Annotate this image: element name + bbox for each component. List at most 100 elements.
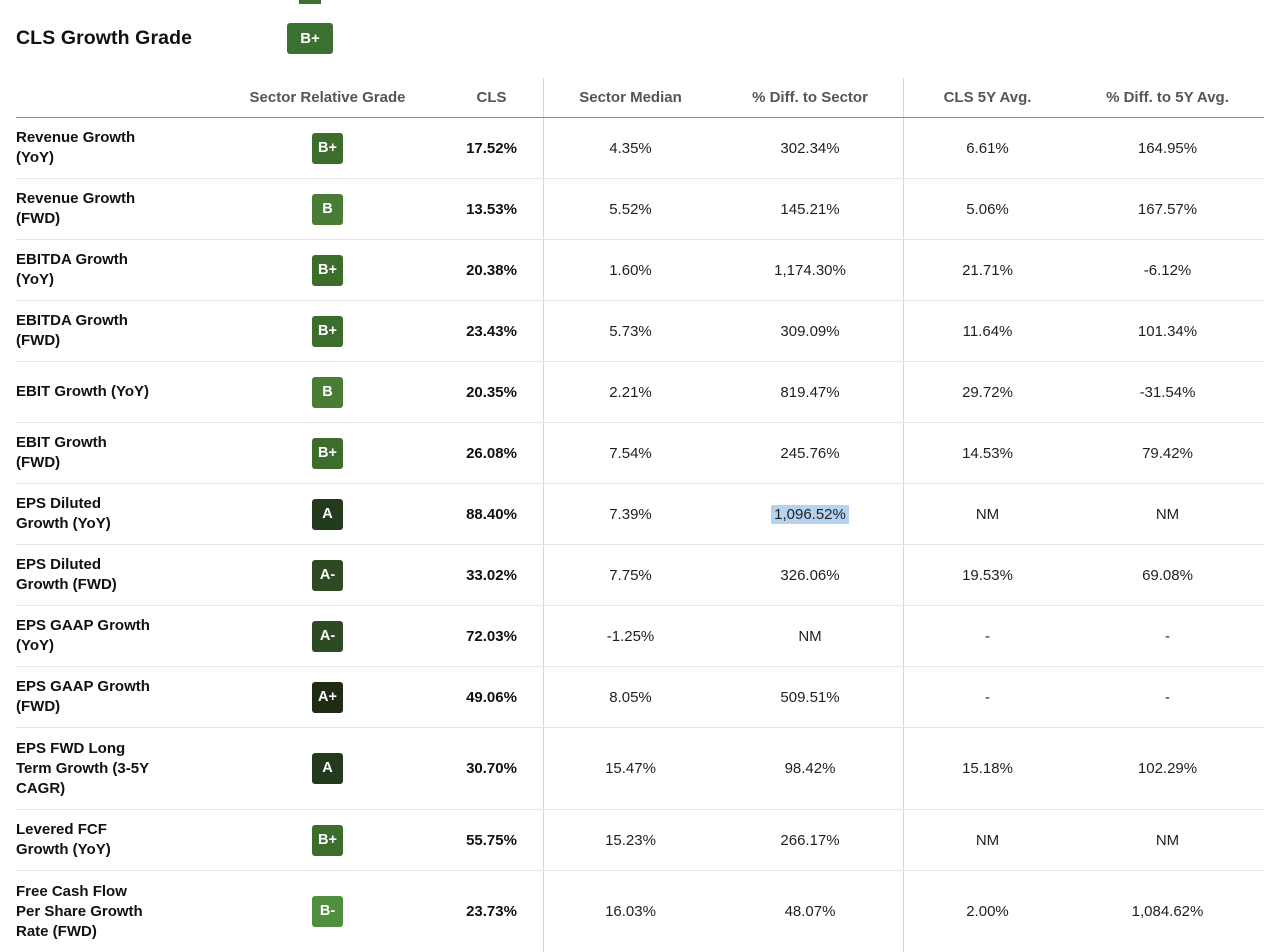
header-diff-to-5y-avg: % Diff. to 5Y Avg. xyxy=(1106,89,1229,106)
cls-value: 72.03% xyxy=(466,627,517,645)
overall-grade-badge: B+ xyxy=(287,22,334,54)
sector-median-value: 8.05% xyxy=(543,667,717,727)
grade-badge: B+ xyxy=(312,315,343,347)
header-sector-relative-grade: Sector Relative Grade xyxy=(249,89,406,106)
cls-5y-avg-value: 11.64% xyxy=(903,301,1071,361)
metric-label: EPS Diluted Growth (YoY) xyxy=(16,495,111,532)
grade-cell: A- xyxy=(215,545,440,605)
selected-text[interactable]: 1,096.52% xyxy=(771,504,849,524)
metric-label: EBIT Growth (YoY) xyxy=(16,383,150,400)
diff-to-5y-avg-value: - xyxy=(1165,688,1170,706)
grade-cell: A+ xyxy=(215,667,440,727)
grade-badge: B+ xyxy=(287,22,334,54)
diff-to-sector-value: 145.21% xyxy=(780,200,840,218)
grade-badge: A+ xyxy=(312,681,343,713)
table-row: Free Cash Flow Per Share Growth Rate (FW… xyxy=(16,871,1264,952)
cls-value: 49.06% xyxy=(466,688,517,706)
sector-median-value: 5.73% xyxy=(543,301,717,361)
metric-label: EPS GAAP Growth (YoY) xyxy=(16,617,150,654)
grade-cell: A- xyxy=(215,606,440,666)
diff-to-sector-value: 819.47% xyxy=(780,383,840,401)
diff-to-5y-avg-value: -31.54% xyxy=(1139,383,1196,401)
diff-to-sector-value: 326.06% xyxy=(780,566,840,584)
header-sector-median: Sector Median xyxy=(543,78,717,117)
cls-value: 20.35% xyxy=(466,383,517,401)
diff-to-sector-value: 1,174.30% xyxy=(774,261,846,279)
sector-median-value: 2.21% xyxy=(543,362,717,422)
sector-median-value: 7.39% xyxy=(543,484,717,544)
grade-cell: A xyxy=(215,484,440,544)
diff-to-5y-avg-value: 102.29% xyxy=(1137,760,1198,777)
page-title: CLS Growth Grade xyxy=(16,26,193,49)
cls-value: 33.02% xyxy=(466,566,517,584)
grade-badge: B xyxy=(312,376,343,408)
diff-to-5y-avg-value: NM xyxy=(1155,505,1180,523)
cls-value: 23.43% xyxy=(466,322,517,340)
cls-value: 88.40% xyxy=(466,505,517,523)
table-row: EBITDA Growth (YoY) B+ 20.38% 1.60% 1,17… xyxy=(16,240,1264,301)
metric-label: Free Cash Flow Per Share Growth Rate (FW… xyxy=(16,882,143,940)
sector-median-value: 4.35% xyxy=(543,118,717,178)
metric-label: EPS Diluted Growth (FWD) xyxy=(16,556,117,593)
cls-5y-avg-value: 15.18% xyxy=(903,728,1071,809)
diff-to-sector-value: 266.17% xyxy=(780,831,840,849)
grade-badge: B+ xyxy=(312,824,343,856)
sector-median-value: 5.52% xyxy=(543,179,717,239)
grade-badge: B+ xyxy=(312,132,343,164)
sector-median-value: 7.54% xyxy=(543,423,717,483)
diff-to-5y-avg-value: 167.57% xyxy=(1137,200,1198,218)
diff-to-sector-value: 245.76% xyxy=(780,444,840,462)
metric-label: EBITDA Growth (FWD) xyxy=(16,312,128,349)
cls-5y-avg-value: 2.00% xyxy=(903,871,1071,952)
grade-badge: A xyxy=(312,498,343,530)
grade-cell: B xyxy=(215,362,440,422)
diff-to-sector-value: 98.42% xyxy=(784,760,836,777)
header-diff-to-sector: % Diff. to Sector xyxy=(752,89,868,106)
grade-badge: A xyxy=(312,753,343,784)
grade-badge: A- xyxy=(312,620,343,652)
cls-5y-avg-value: 6.61% xyxy=(903,118,1071,178)
table-row: EPS FWD Long Term Growth (3-5Y CAGR) A 3… xyxy=(16,728,1264,810)
cls-value: 23.73% xyxy=(466,903,517,920)
table-row: EPS GAAP Growth (FWD) A+ 49.06% 8.05% 50… xyxy=(16,667,1264,728)
diff-to-5y-avg-value: 69.08% xyxy=(1142,566,1193,584)
metric-label: Revenue Growth (FWD) xyxy=(16,190,136,227)
cls-value: 20.38% xyxy=(466,261,517,279)
diff-to-sector-value: 509.51% xyxy=(780,688,840,706)
table-row: EPS Diluted Growth (YoY) A 88.40% 7.39% … xyxy=(16,484,1264,545)
cls-5y-avg-value: NM xyxy=(903,810,1071,870)
table-row: Revenue Growth (YoY) B+ 17.52% 4.35% 302… xyxy=(16,118,1264,179)
metric-label: Levered FCF Growth (YoY) xyxy=(16,821,111,858)
header-cls-5y-avg: CLS 5Y Avg. xyxy=(903,78,1071,117)
cls-5y-avg-value: 5.06% xyxy=(903,179,1071,239)
cls-5y-avg-value: 21.71% xyxy=(903,240,1071,300)
metric-label: Revenue Growth (YoY) xyxy=(16,129,136,166)
grade-cell: B xyxy=(215,179,440,239)
grade-badge: B+ xyxy=(312,437,343,469)
metric-label: EBIT Growth (FWD) xyxy=(16,434,107,471)
diff-to-5y-avg-value: 101.34% xyxy=(1137,322,1198,340)
diff-to-sector-value: 302.34% xyxy=(780,139,840,157)
table-row: EBIT Growth (YoY) B 20.35% 2.21% 819.47%… xyxy=(16,362,1264,423)
table-row: Revenue Growth (FWD) B 13.53% 5.52% 145.… xyxy=(16,179,1264,240)
metric-label: EBITDA Growth (YoY) xyxy=(16,251,128,288)
sector-median-value: 7.75% xyxy=(543,545,717,605)
grade-badge: B xyxy=(312,193,343,225)
cls-value: 26.08% xyxy=(466,444,517,462)
grade-cell: B+ xyxy=(215,423,440,483)
cls-value: 55.75% xyxy=(466,831,517,849)
grade-cell: B+ xyxy=(215,810,440,870)
grade-badge: B+ xyxy=(312,254,343,286)
table-row: EBIT Growth (FWD) B+ 26.08% 7.54% 245.76… xyxy=(16,423,1264,484)
cls-value: 17.52% xyxy=(466,139,517,157)
grade-cell: B+ xyxy=(215,240,440,300)
header-cls: CLS xyxy=(476,89,507,106)
sector-median-value: 15.23% xyxy=(543,810,717,870)
table-row: EBITDA Growth (FWD) B+ 23.43% 5.73% 309.… xyxy=(16,301,1264,362)
clipped-badge-above xyxy=(299,0,321,4)
diff-to-5y-avg-value: - xyxy=(1165,627,1170,645)
diff-to-sector-value: NM xyxy=(798,627,822,645)
grade-cell: A xyxy=(215,728,440,809)
cls-5y-avg-value: 14.53% xyxy=(903,423,1071,483)
